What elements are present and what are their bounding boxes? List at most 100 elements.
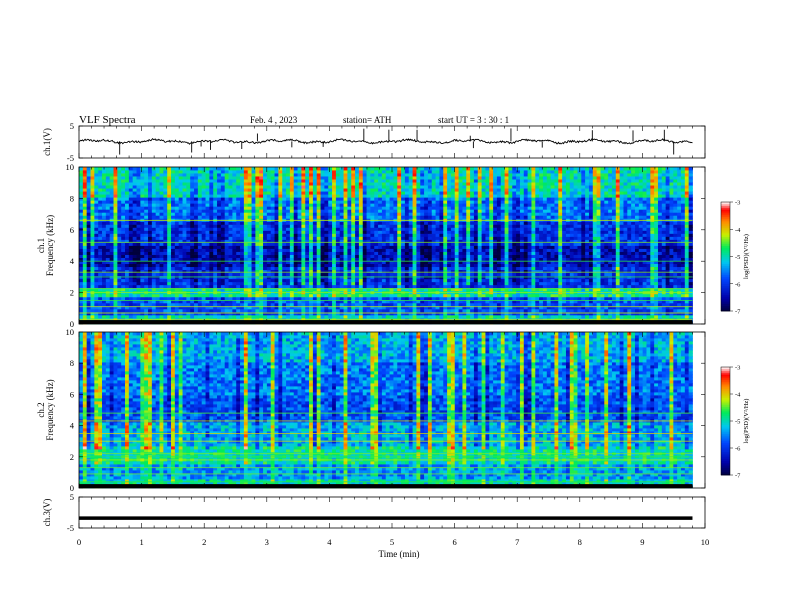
ch1-spectrogram-cell [198, 282, 202, 285]
ch1-spectrogram-cell [209, 279, 213, 282]
ch1-spectrogram-cell [298, 297, 302, 300]
ch1-spectrogram-cell [493, 309, 497, 312]
ch1-spectrogram-cell [140, 279, 144, 282]
ch1-spectrogram-cell [374, 294, 378, 297]
ch1-spectrogram-cell [501, 279, 505, 282]
ch1-spectrogram-cell [144, 285, 148, 288]
ch1-spectrogram-cell [83, 303, 87, 306]
ch1-spectrogram-cell [317, 279, 321, 282]
ch1-spectrogram-cell [117, 294, 121, 297]
ch1-spectrogram-cell [646, 285, 650, 288]
ch1-spectrogram-cell [324, 276, 328, 279]
ch1-spectrogram-cell [347, 303, 351, 306]
ch1-spectrogram-cell [263, 297, 267, 300]
ch1-spectrogram-cell [443, 312, 447, 315]
ch1-spectrogram-cell [466, 297, 470, 300]
ch1-spectrogram-cell [202, 276, 206, 279]
ch1-spectrogram-cell [451, 279, 455, 282]
ch1-spectrogram-cell [505, 279, 509, 282]
ch1-spectrogram-cell [593, 294, 597, 297]
ch1-spectrogram-cell [344, 309, 348, 312]
ch1-spectrogram-cell [577, 279, 581, 282]
ch1-spectrogram-cell [566, 279, 570, 282]
ch1-spectrogram-cell [570, 279, 574, 282]
ch1-spectrogram-cell [673, 282, 677, 285]
ch1-spectrogram-cell [413, 285, 417, 288]
ch1-spectrogram-cell [501, 285, 505, 288]
ch1-spectrogram-cell [248, 294, 252, 297]
ch1-spectrogram-cell [635, 279, 639, 282]
ch1-spectrogram-cell [593, 285, 597, 288]
ch1-spectrogram-cell [186, 276, 190, 279]
ch1-spectrogram-cell [593, 315, 597, 318]
ch1-spectrogram-cell [248, 282, 252, 285]
ch1-spectrogram-cell [259, 282, 263, 285]
ch1-spectrogram-cell [160, 276, 164, 279]
ch1-spectrogram-cell [294, 315, 298, 318]
ch1-spectrogram-cell [359, 297, 363, 300]
ch1-spectrogram-cell [658, 309, 662, 312]
ch1-spectrogram-cell [106, 285, 110, 288]
ch1-spectrogram-cell [436, 285, 440, 288]
ch1-spectrogram-cell [432, 276, 436, 279]
ch1-spectrogram-cell [574, 276, 578, 279]
ch1-spectrogram-cell [171, 303, 175, 306]
ch1-spectrogram-cell [646, 303, 650, 306]
ch1-spectrogram-cell [401, 276, 405, 279]
ch1-spectrogram-cell [558, 303, 562, 306]
ch1-spectrogram-cell [505, 282, 509, 285]
ch1-spectrogram-cell [643, 297, 647, 300]
ch1-spectrogram-cell [378, 309, 382, 312]
ch1-spectrogram-cell [474, 276, 478, 279]
ch1-spectrogram-cell [175, 282, 179, 285]
ch1-spectrogram-cell [558, 282, 562, 285]
ch1-spectrogram-cell [482, 297, 486, 300]
ch1-spectrogram-cell [528, 285, 532, 288]
ch1-spectrogram-cell [531, 297, 535, 300]
ch1-spectrogram-cell [401, 315, 405, 318]
ch1-spectrogram-cell [535, 309, 539, 312]
ch1-spectrogram-cell [543, 312, 547, 315]
ch1-spectrogram-cell [202, 315, 206, 318]
ch1-spectrogram-cell [539, 285, 543, 288]
ch1-spectrogram-cell [397, 282, 401, 285]
ch1-spectrogram-cell [501, 309, 505, 312]
ch1-spectrogram-cell [524, 282, 528, 285]
ch1-spectrogram-cell [547, 294, 551, 297]
ch1-waveform-y-tick-label: 5 [70, 121, 74, 131]
ch1-spectrogram-cell [225, 297, 229, 300]
ch1-spectrogram-cell [79, 285, 83, 288]
ch1-spectrogram-cell [685, 309, 689, 312]
ch1-spectrogram-cell [485, 309, 489, 312]
ch1-spectrogram-cell [217, 294, 221, 297]
ch1-spectrogram-cell [420, 297, 424, 300]
ch1-spectrogram-cell [321, 282, 325, 285]
ch1-spectrogram-cell [324, 312, 328, 315]
ch1-spectrogram-cell [482, 294, 486, 297]
ch1-spectrogram-cell [393, 279, 397, 282]
ch1-spectrogram-cell [662, 297, 666, 300]
ch1-spectrogram-cell [301, 303, 305, 306]
ch1-spectrogram-cell [401, 282, 405, 285]
ch1-spectrogram-cell [581, 297, 585, 300]
ch1-spectrogram-cell [451, 303, 455, 306]
ch1-spectrogram-cell [577, 282, 581, 285]
ch1-spectrogram-cell [681, 312, 685, 315]
ch1-spectrogram-cell [397, 303, 401, 306]
ch1-spectrogram-cell [94, 309, 98, 312]
ch1-spectrogram-cell [160, 312, 164, 315]
ch1-spectrogram-cell [616, 276, 620, 279]
ch1-spectrogram-cell [600, 297, 604, 300]
ch1-spectrogram-cell [566, 297, 570, 300]
ch1-spectrogram-cell [604, 285, 608, 288]
ch1-spectrogram-cell [558, 297, 562, 300]
ch1-spectrogram-cell [531, 285, 535, 288]
ch1-spectrogram-cell [577, 297, 581, 300]
ch1-spectrogram-cell [539, 312, 543, 315]
ch1-spectrogram-cell [585, 297, 589, 300]
ch1-spectrogram-cell [209, 282, 213, 285]
ch1-spectrogram-cell [225, 315, 229, 318]
ch1-spectrogram-cell [627, 312, 631, 315]
ch1-spectrogram-cell [543, 294, 547, 297]
ch1-spectrogram-cell [505, 276, 509, 279]
